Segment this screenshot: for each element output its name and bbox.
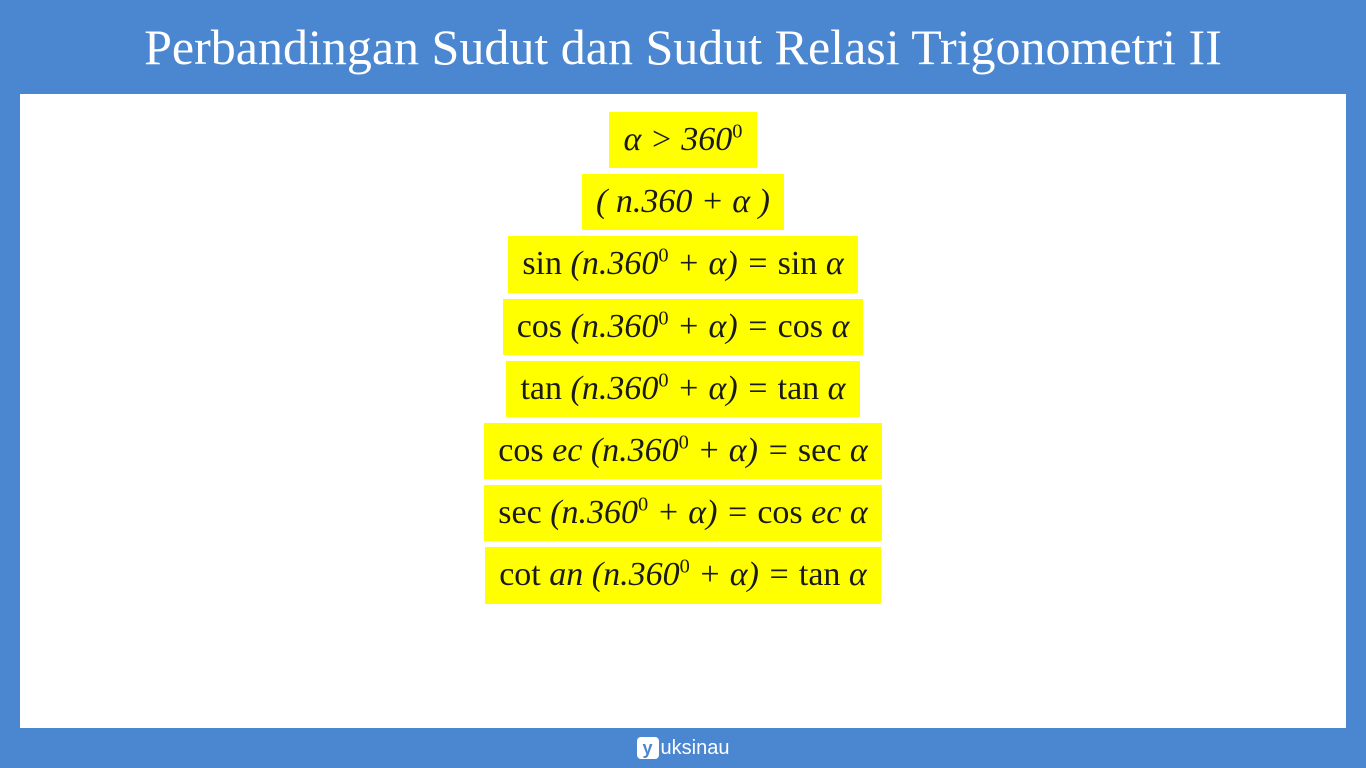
formula-row: cot an (n.3600 + α) = tan α xyxy=(485,547,881,603)
formula-row: cos (n.3600 + α) = cos α xyxy=(503,299,864,355)
formula-row: α > 3600 xyxy=(609,112,756,168)
brand-prefix: y xyxy=(637,737,659,759)
formula-row: ( n.360 + α ) xyxy=(582,174,784,230)
formula-row: sin (n.3600 + α) = sin α xyxy=(508,236,857,292)
formula-stack: α > 3600 ( n.360 + α ) sin (n.3600 + α) … xyxy=(484,112,881,604)
brand-logo: yuksinau xyxy=(637,737,730,760)
brand-rest: uksinau xyxy=(661,737,730,760)
formula-row: sec (n.3600 + α) = cos ec α xyxy=(484,485,881,541)
content-area: α > 3600 ( n.360 + α ) sin (n.3600 + α) … xyxy=(20,94,1346,728)
page-title: Perbandingan Sudut dan Sudut Relasi Trig… xyxy=(144,18,1222,76)
formula-row: tan (n.3600 + α) = tan α xyxy=(506,361,859,417)
formula-row: cos ec (n.3600 + α) = sec α xyxy=(484,423,881,479)
page-footer: yuksinau xyxy=(0,728,1366,768)
page-header: Perbandingan Sudut dan Sudut Relasi Trig… xyxy=(0,0,1366,94)
